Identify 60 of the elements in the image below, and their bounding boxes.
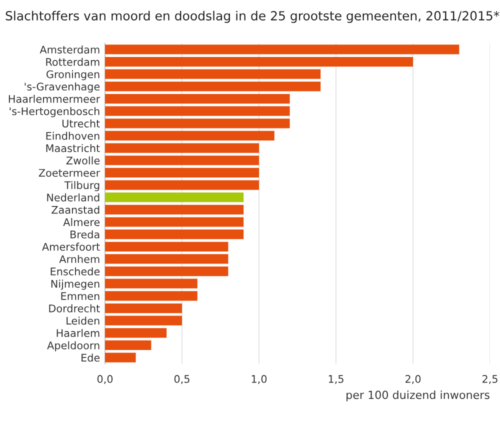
y-tick-label: Nijmegen <box>51 280 100 290</box>
chart-title: Slachtoffers van moord en doodslag in de 25 grootste gemeenten, 2011/2015* <box>6 10 500 23</box>
bar <box>105 242 228 252</box>
x-tick-label: 2,5 <box>482 375 498 384</box>
y-tick-label: Eindhoven <box>46 132 100 140</box>
y-tick-label: Haarlemmermeer <box>8 94 100 103</box>
y-tick-label: Haarlem <box>56 328 100 338</box>
bar <box>105 82 321 92</box>
bar <box>105 204 244 214</box>
y-tick-label: Maastricht <box>46 144 100 152</box>
bar <box>105 352 136 362</box>
y-tick-label: Nederland <box>47 193 100 202</box>
bar <box>105 168 259 178</box>
x-tick-label: 1,0 <box>252 375 267 384</box>
bar <box>105 192 244 202</box>
x-tick-label: 0,5 <box>174 375 190 384</box>
y-tick-label: Tilburg <box>64 181 100 192</box>
y-tick-label: 's-Hertogenbosch <box>10 107 100 118</box>
bar <box>105 44 460 54</box>
y-tick-label: Arnhem <box>59 255 100 264</box>
x-tick-label: 1,5 <box>328 375 344 384</box>
bar <box>105 156 259 166</box>
x-tick-label: 0,0 <box>97 375 113 384</box>
y-tick-label: Zoetermeer <box>38 169 100 177</box>
bar <box>105 217 244 227</box>
bar <box>105 106 290 116</box>
y-tick-label: Ede <box>82 354 100 362</box>
bar <box>105 254 228 264</box>
y-tick-label: Amsterdam <box>40 46 100 54</box>
bar <box>105 69 321 79</box>
y-tick-label: Zaanstad <box>52 206 100 214</box>
bar <box>105 180 259 190</box>
y-tick-label: Rotterdam <box>46 58 100 66</box>
bar <box>105 316 182 326</box>
y-tick-label: Breda <box>70 230 100 238</box>
bar <box>105 278 198 288</box>
y-tick-label: Apeldoorn <box>47 341 100 352</box>
y-tick-label: Leiden <box>66 316 100 325</box>
bar <box>105 56 413 67</box>
y-tick-label: Utrecht <box>62 119 100 128</box>
y-tick-label: Groningen <box>46 70 100 80</box>
y-tick-label: Emmen <box>61 292 100 300</box>
bar <box>105 94 290 104</box>
y-tick-label: Zwolle <box>66 156 100 164</box>
y-tick-label: Amersfoort <box>42 242 100 251</box>
x-axis-title: per 100 duizend inwoners <box>346 390 490 402</box>
y-tick-label: Enschede <box>50 267 100 276</box>
bar <box>105 143 259 153</box>
bar <box>105 266 228 276</box>
y-tick-label: 's-Gravenhage <box>24 82 100 93</box>
y-tick-label: Dordrecht <box>49 304 100 312</box>
bar <box>105 340 152 350</box>
bar <box>105 130 274 141</box>
bar <box>105 291 198 301</box>
x-tick-label: 2,0 <box>405 375 421 384</box>
bar <box>105 230 244 240</box>
bar <box>105 328 167 338</box>
y-tick-label: Almere <box>63 218 100 226</box>
bar <box>105 118 290 128</box>
bar <box>105 303 182 314</box>
